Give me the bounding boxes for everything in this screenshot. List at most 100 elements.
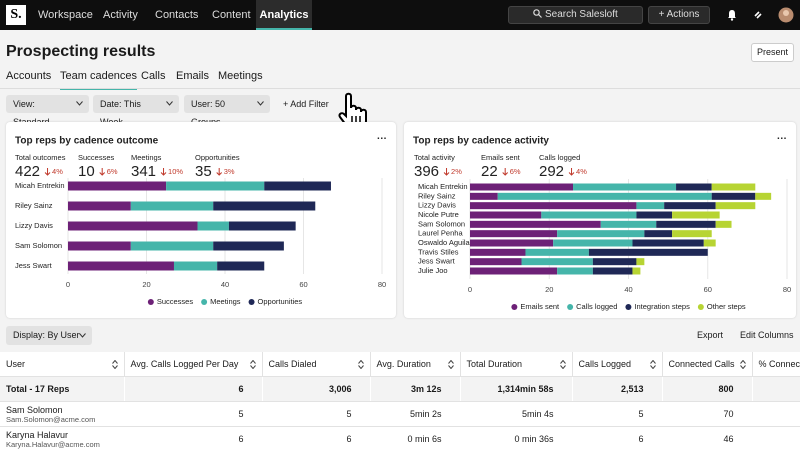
tab[interactable]: Meetings: [218, 70, 263, 82]
x-tick-label: 80: [783, 285, 791, 294]
export-button[interactable]: Export: [697, 330, 724, 340]
table-cell: 70: [662, 401, 752, 427]
chart-card: Top reps by cadence activity ··· Total act…: [404, 122, 796, 318]
user-cell: Total - 17 Reps: [0, 376, 124, 402]
bar-segment: [521, 258, 593, 266]
bar-segment: [553, 239, 633, 247]
legend-swatch: [248, 299, 255, 305]
bar-segment: [497, 192, 712, 200]
bar-segment: [470, 192, 498, 200]
column-header[interactable]: Calls Dialed: [262, 352, 371, 377]
filter[interactable]: Date: This Week: [93, 95, 179, 127]
bar-segment: [632, 267, 641, 275]
bell-icon[interactable]: [727, 9, 737, 21]
bar-segment: [676, 183, 712, 191]
column-label: % Connect: [758, 359, 800, 369]
bar-segment: [557, 230, 645, 238]
edit-columns-button[interactable]: Edit Columns: [740, 330, 794, 340]
x-tick-label: 20: [142, 280, 150, 289]
column-header[interactable]: Avg. Duration: [370, 352, 461, 377]
sort-icon: [249, 360, 256, 369]
logo[interactable]: S.: [6, 5, 26, 25]
nav-item[interactable]: Activity: [103, 9, 138, 21]
table-cell: 5min 2s: [370, 401, 460, 427]
stat-label: Meetings: [131, 153, 162, 162]
bar-segment: [711, 192, 756, 200]
filter[interactable]: User: 50 Groups: [184, 95, 270, 127]
column-header[interactable]: % Connect: [752, 352, 800, 377]
stat-change: 6%: [107, 167, 118, 176]
stat-value: 341: [131, 163, 156, 180]
bar-segment: [573, 183, 677, 191]
bar-segment: [68, 201, 131, 211]
bar-segment: [592, 267, 633, 275]
x-tick-label: 60: [299, 280, 307, 289]
bar-segment: [470, 267, 558, 275]
legend-swatch: [147, 299, 154, 305]
legend: Successes Meetings Opportunities: [147, 297, 302, 306]
bar-segment: [228, 221, 296, 231]
stat-value: 396: [414, 163, 439, 180]
nav-item[interactable]: Content: [212, 9, 251, 21]
total-row: Total - 17 Reps 6 3,006 3m 12s 1,314min 58s 2…: [0, 376, 800, 402]
stat-value: 35: [195, 163, 212, 180]
top-nav: S. Workspace Activity Contacts Content A…: [0, 0, 800, 30]
table-row: Sam Solomon Sam.Solomon@acme.com 5 5 5min 2s…: [0, 401, 800, 427]
tab[interactable]: Calls: [141, 70, 166, 82]
nav-item-active[interactable]: Analytics: [256, 0, 312, 30]
add-filter[interactable]: + Add Filter: [283, 99, 329, 109]
present-button[interactable]: Present: [751, 43, 794, 62]
search-box[interactable]: Search Salesloft: [508, 6, 643, 24]
stat-label: Calls logged: [539, 153, 580, 162]
category-label: Laurel Penha: [418, 229, 463, 238]
tab-active[interactable]: Team cadences: [60, 70, 138, 90]
bar-segment: [672, 230, 712, 238]
down-arrow: [99, 168, 106, 176]
table-cell: 6: [124, 376, 262, 402]
avatar[interactable]: [778, 7, 794, 23]
category-label: Travis Stiles: [418, 247, 459, 256]
category-label: Micah Entrekin: [418, 182, 468, 191]
stat-label: Emails sent: [481, 153, 521, 162]
column-header[interactable]: Total Duration: [460, 352, 573, 377]
column-header[interactable]: Calls Logged: [572, 352, 663, 377]
sort-icon: [559, 360, 566, 369]
display-label: Display: By User: [13, 330, 80, 340]
down-arrow: [160, 168, 167, 176]
actions-button[interactable]: + Actions: [648, 6, 710, 24]
table-cell: 5min 4s: [460, 401, 572, 427]
column-label: Total Duration: [466, 359, 523, 369]
table-cell: 6: [262, 426, 370, 450]
column-header[interactable]: Connected Calls: [662, 352, 753, 377]
user-email: Sam.Solomon@acme.com: [6, 414, 96, 424]
legend-label: Integration steps: [634, 302, 690, 311]
table-cell: 800: [662, 376, 752, 402]
link-icon[interactable]: [753, 10, 763, 20]
bar-segment: [470, 230, 558, 238]
tab[interactable]: Emails: [176, 70, 210, 82]
sort-icon: [357, 360, 364, 369]
filter[interactable]: View: Standard: [6, 95, 89, 127]
stat-change: 6%: [510, 167, 521, 176]
bar-segment: [173, 261, 218, 271]
more-button[interactable]: ···: [377, 134, 387, 145]
category-label: Nicole Putre: [418, 210, 459, 219]
chevron: [76, 101, 83, 106]
stat-change: 4%: [576, 167, 587, 176]
column-header[interactable]: Avg. Calls Logged Per Day: [124, 352, 263, 377]
nav-item[interactable]: Workspace: [38, 9, 93, 21]
legend-label: Calls logged: [576, 302, 617, 311]
table-cell: 3m 12s: [370, 376, 460, 402]
tab[interactable]: Accounts: [6, 70, 52, 82]
stat-label: Successes: [78, 153, 115, 162]
more-button[interactable]: ···: [777, 134, 787, 145]
nav-item[interactable]: Contacts: [155, 9, 199, 21]
table-cell: 1,314min 58s: [460, 376, 572, 402]
column-header[interactable]: User: [0, 352, 125, 377]
bar-segment: [68, 241, 131, 251]
display-button[interactable]: Display: By User: [6, 326, 92, 345]
x-tick-label: 20: [545, 285, 553, 294]
user-name: Karyna Halavur: [6, 429, 69, 440]
bar-segment: [664, 202, 716, 210]
table-cell: 5: [572, 401, 662, 427]
